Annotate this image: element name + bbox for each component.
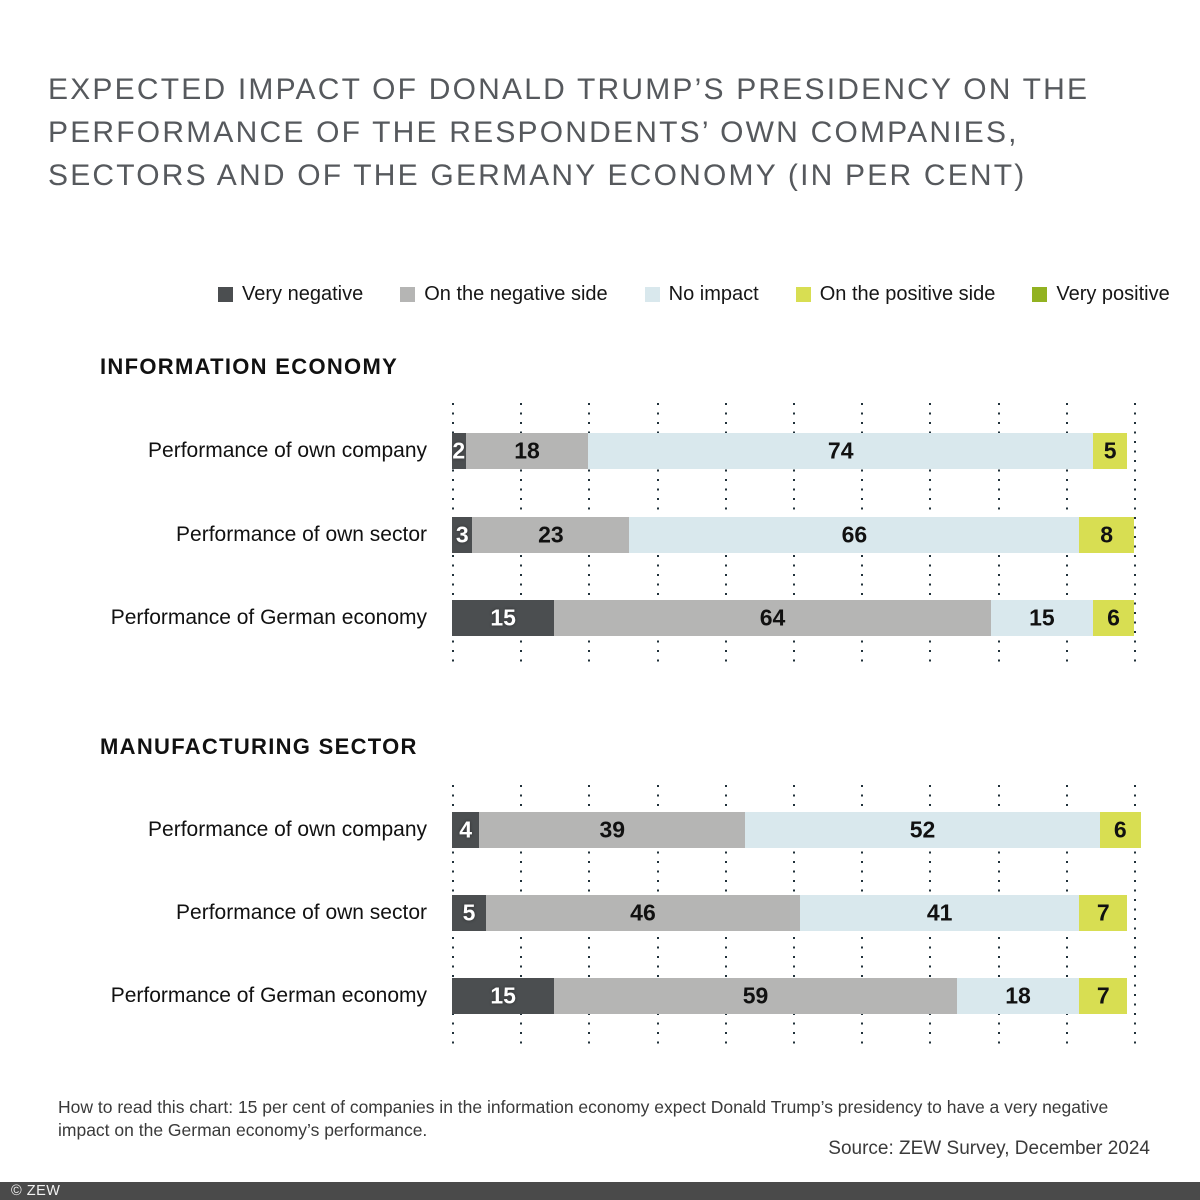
- bar-segment: 15: [452, 600, 555, 636]
- row-label: Performance of own sector: [176, 901, 427, 924]
- legend-label: On the negative side: [424, 283, 608, 305]
- bar-segment: 23: [472, 517, 630, 553]
- segment-value-label: 8: [1100, 521, 1114, 548]
- bar-segment: 18: [956, 978, 1080, 1014]
- bar-segment: 8: [1079, 517, 1134, 553]
- segment-value-label: 52: [909, 816, 936, 843]
- bar-segment: 18: [465, 433, 589, 469]
- row-label: Performance of own sector: [176, 523, 427, 546]
- legend-label: No impact: [668, 283, 759, 305]
- bar-segment: 46: [486, 895, 800, 931]
- segment-value-label: 41: [926, 899, 953, 926]
- bar-segment: 5: [1093, 433, 1128, 469]
- legend-item-positive-side: On the positive side: [795, 283, 996, 306]
- chart-title: EXPECTED IMPACT OF DONALD TRUMP’S PRESID…: [48, 73, 1090, 192]
- row-label: Performance of own company: [148, 818, 427, 841]
- footnote: How to read this chart: 15 per cent of c…: [58, 1097, 1109, 1140]
- bar-segment: 41: [799, 895, 1080, 931]
- dotted-gridline: [1134, 403, 1136, 665]
- source-text: Source: ZEW Survey, December 2024: [828, 1138, 1150, 1159]
- legend-swatch-positive-side: [795, 287, 811, 302]
- legend: Very negative On the negative side No im…: [218, 283, 1170, 306]
- bar-segment: 3: [452, 517, 473, 553]
- bar-segment: 7: [1079, 895, 1128, 931]
- copyright-bar: © ZEW: [0, 1182, 1200, 1200]
- dotted-gridline: [1134, 785, 1136, 1047]
- segment-value-label: 5: [462, 899, 476, 926]
- segment-value-label: 4: [459, 816, 473, 843]
- segment-value-label: 15: [490, 982, 516, 1009]
- bar-segment: 74: [588, 433, 1094, 469]
- group-header-information-economy: INFORMATION ECONOMY: [100, 354, 399, 379]
- segment-value-label: 6: [1113, 816, 1127, 843]
- legend-item-very-positive: Very positive: [1032, 283, 1170, 306]
- bar-segment: 39: [479, 812, 746, 848]
- segment-value-label: 46: [630, 899, 656, 926]
- segment-value-label: 7: [1096, 899, 1110, 926]
- legend-swatch-negative-side: [400, 287, 416, 302]
- bar-segment: 7: [1079, 978, 1128, 1014]
- stacked-bar: 15 64 15 6: [452, 600, 1134, 636]
- segment-value-label: 3: [455, 521, 469, 548]
- segment-value-label: 74: [827, 437, 854, 464]
- bar-segment: 59: [554, 978, 957, 1014]
- legend-item-very-negative: Very negative: [218, 283, 363, 306]
- legend-item-negative-side: On the negative side: [400, 283, 608, 306]
- group-header-manufacturing-sector: MANUFACTURING SECTOR: [100, 734, 418, 759]
- bar-segment: 4: [452, 812, 480, 848]
- bar-segment: 64: [554, 600, 991, 636]
- row-label: Performance of own company: [148, 439, 427, 462]
- bar-segment: 5: [452, 895, 487, 931]
- segment-value-label: 23: [538, 521, 564, 548]
- segment-value-label: 66: [841, 521, 868, 548]
- bar-segment: 6: [1099, 812, 1141, 848]
- stacked-bar: 15 59 18 7: [452, 978, 1128, 1014]
- legend-swatch-very-positive: [1032, 287, 1048, 302]
- bar-segment: 15: [990, 600, 1094, 636]
- segment-value-label: 7: [1096, 982, 1110, 1009]
- segment-value-label: 15: [490, 604, 516, 631]
- legend-swatch-very-negative: [218, 287, 233, 302]
- legend-swatch-no-impact: [644, 287, 660, 302]
- stacked-bar: 3 23 66 8: [452, 517, 1134, 553]
- segment-value-label: 39: [599, 816, 626, 843]
- legend-label: Very positive: [1056, 283, 1170, 305]
- segment-value-label: 64: [759, 604, 786, 631]
- bar-segment: 52: [745, 812, 1100, 848]
- legend-item-no-impact: No impact: [644, 283, 759, 306]
- segment-value-label: 5: [1103, 437, 1117, 464]
- segment-value-label: 18: [514, 437, 540, 464]
- legend-label: Very negative: [242, 283, 364, 305]
- legend-label: On the positive side: [819, 283, 996, 305]
- row-label: Performance of German economy: [110, 606, 427, 629]
- segment-value-label: 59: [742, 982, 769, 1009]
- bar-segment: 2: [452, 433, 466, 469]
- stacked-bar: 2 18 74 5: [452, 433, 1128, 469]
- stacked-bar: 4 39 52 6: [452, 812, 1141, 848]
- bar-segment: 15: [452, 978, 555, 1014]
- stacked-bar: 5 46 41 7: [452, 895, 1128, 931]
- segment-value-label: 2: [452, 437, 466, 464]
- bar-segment: 6: [1093, 600, 1134, 636]
- bar-segment: 66: [629, 517, 1080, 553]
- row-label: Performance of German economy: [110, 984, 427, 1007]
- segment-value-label: 6: [1107, 604, 1120, 631]
- segment-value-label: 18: [1005, 982, 1031, 1009]
- copyright-text: © ZEW: [11, 1183, 61, 1199]
- segment-value-label: 15: [1029, 604, 1055, 631]
